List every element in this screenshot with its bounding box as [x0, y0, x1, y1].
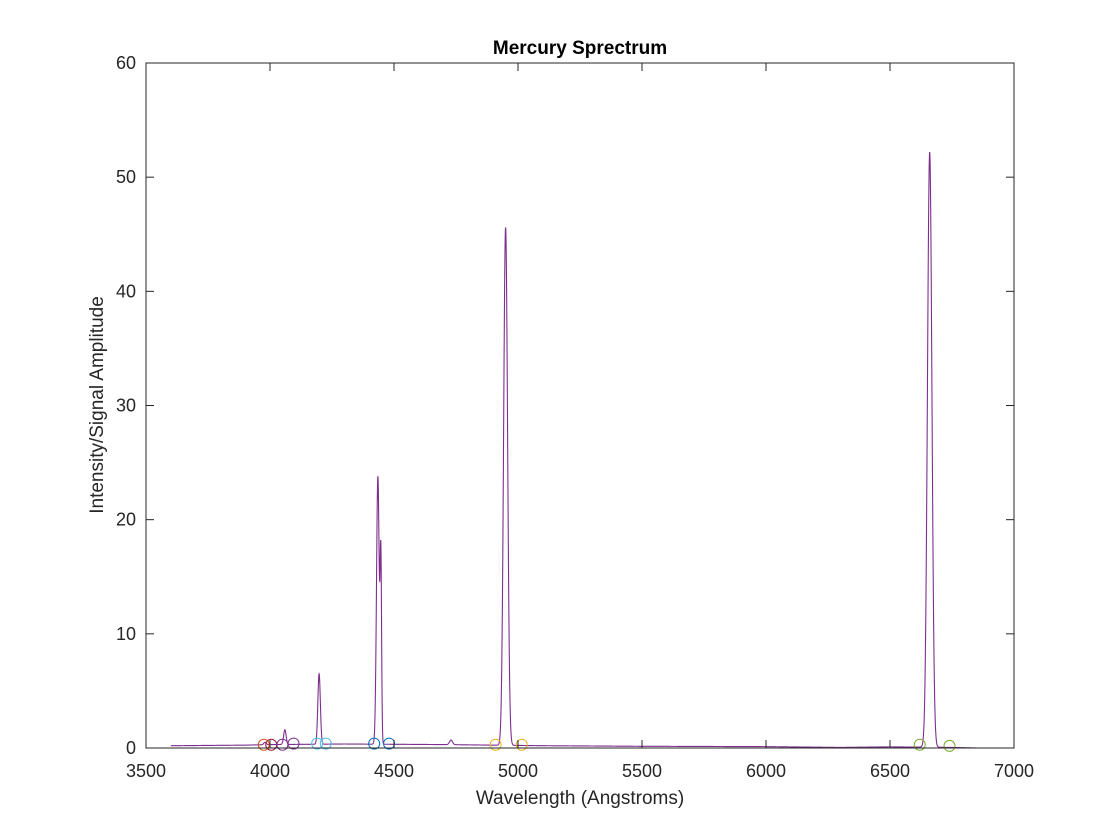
x-tick-label: 6000 [746, 761, 786, 781]
x-tick-label: 5000 [498, 761, 538, 781]
x-tick-label: 4500 [374, 761, 414, 781]
peak-markers-layer [257, 737, 956, 752]
peak-marker [943, 739, 956, 752]
x-axis-label: Wavelength (Angstroms) [476, 788, 684, 809]
spectrum-line [170, 151, 977, 749]
peak-marker [368, 737, 381, 750]
peak-marker [515, 738, 528, 751]
peak-marker [257, 738, 270, 751]
x-tick-label: 5500 [622, 761, 662, 781]
x-axis-ticks: 3500 4000 4500 5000 5500 6000 6500 7000 [126, 63, 1034, 781]
y-tick-label: 20 [116, 510, 136, 530]
y-tick-label: 10 [116, 624, 136, 644]
peak-marker [287, 737, 300, 750]
peak-marker [319, 737, 332, 750]
spectrum-line-layer [170, 151, 977, 749]
y-tick-label: 60 [116, 53, 136, 73]
peak-marker [311, 737, 324, 750]
x-tick-label: 3500 [126, 761, 166, 781]
plot-area [146, 63, 1014, 748]
y-tick-label: 0 [126, 738, 136, 758]
chart-title: Mercury Sprectrum [493, 38, 667, 59]
x-tick-label: 4000 [250, 761, 290, 781]
peak-marker [913, 738, 926, 751]
x-tick-label: 6500 [870, 761, 910, 781]
y-tick-label: 40 [116, 281, 136, 301]
x-tick-label: 7000 [994, 761, 1034, 781]
peak-marker [383, 737, 396, 750]
y-axis-ticks: 0 10 20 30 40 50 60 [116, 53, 1014, 758]
peak-marker [489, 738, 502, 751]
y-tick-label: 50 [116, 167, 136, 187]
y-axis-label: Intensity/Signal Amplitude [87, 296, 108, 514]
y-tick-label: 30 [116, 396, 136, 416]
